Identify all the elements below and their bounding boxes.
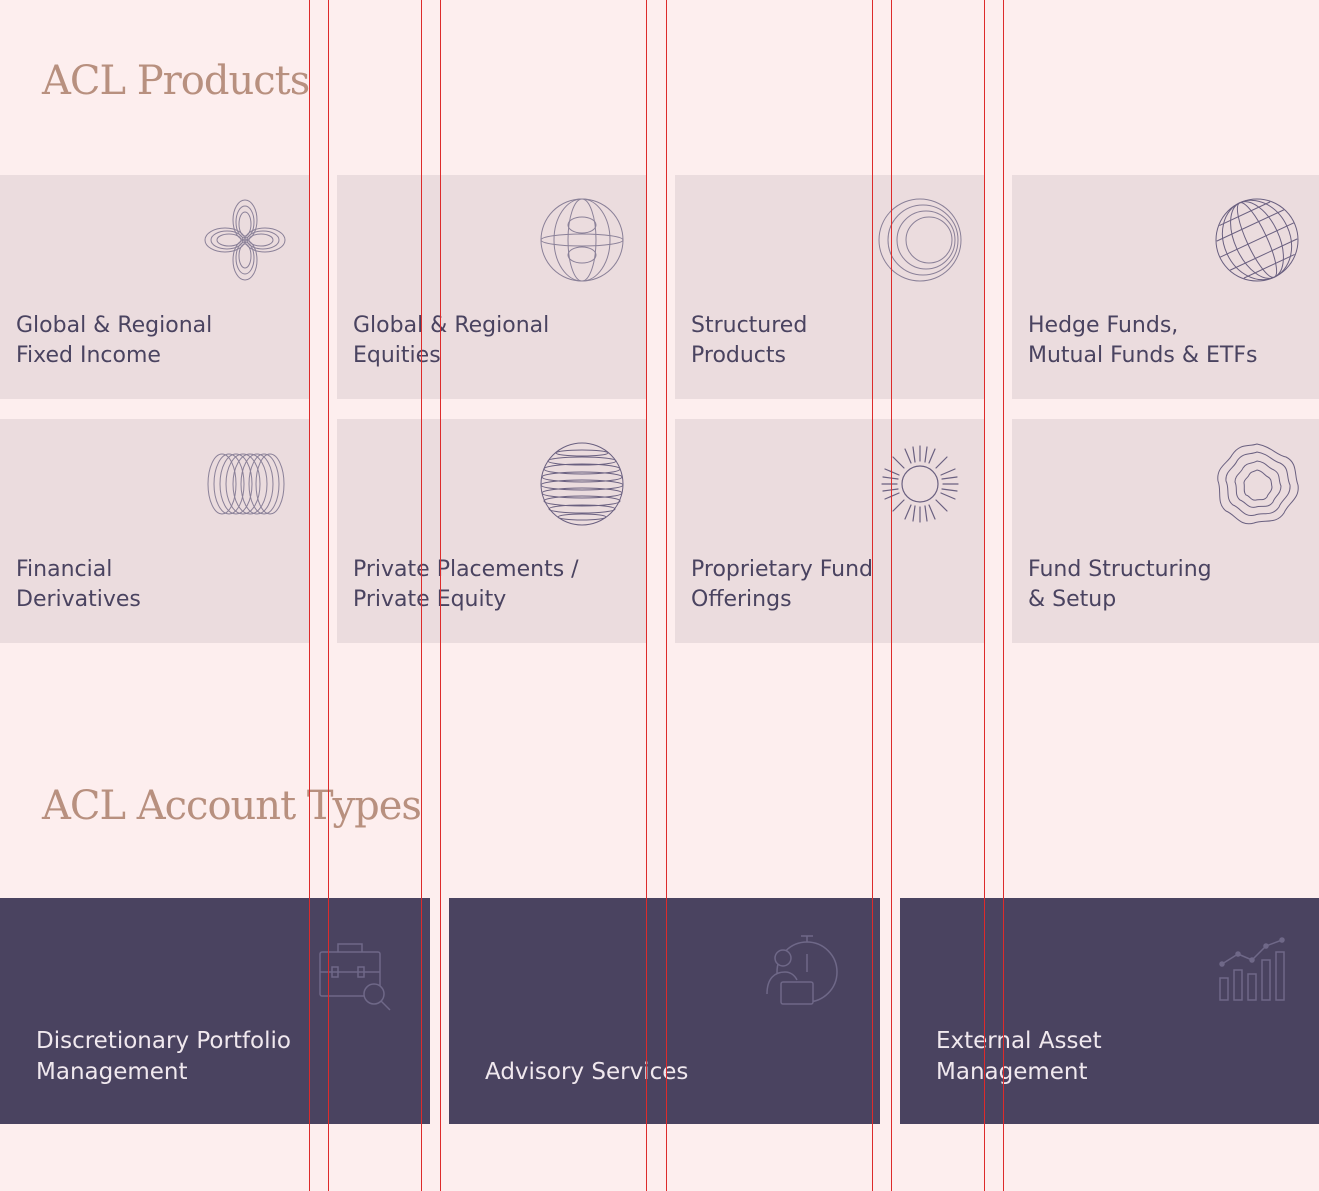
product-card-funds-etfs[interactable]: Hedge Funds, Mutual Funds & ETFs — [1012, 175, 1319, 399]
sunburst-icon — [877, 441, 963, 527]
crescent-icon — [877, 197, 963, 283]
product-card-fund-structuring[interactable]: Fund Structuring & Setup — [1012, 419, 1319, 643]
layout-guide-line — [646, 0, 647, 1191]
wavy-blob-icon — [1214, 441, 1300, 527]
account-types-heading: ACL Account Types — [42, 783, 422, 829]
product-label: Hedge Funds, Mutual Funds & ETFs — [1028, 313, 1258, 368]
product-label: Financial Derivatives — [16, 557, 141, 612]
layout-guide-line — [891, 0, 892, 1191]
account-type-label: External Asset Management — [936, 1028, 1102, 1085]
product-label: Structured Products — [691, 313, 808, 368]
account-type-label: Discretionary Portfolio Management — [36, 1028, 291, 1085]
layout-guide-line — [872, 0, 873, 1191]
product-label: Proprietary Fund Offerings — [691, 557, 874, 612]
briefcase-search-icon — [316, 932, 396, 1012]
products-heading: ACL Products — [42, 58, 310, 104]
product-label: Private Placements / Private Equity — [353, 557, 579, 612]
layout-guide-line — [1003, 0, 1004, 1191]
account-card-external-asset[interactable]: External Asset Management — [900, 898, 1319, 1124]
account-card-discretionary[interactable]: Discretionary Portfolio Management — [0, 898, 430, 1124]
product-card-fixed-income[interactable]: Global & Regional Fixed Income — [0, 175, 310, 399]
clover-icon — [202, 197, 288, 283]
globe-icon — [1214, 197, 1300, 283]
ring-coil-icon — [202, 441, 288, 527]
product-card-equities[interactable]: Global & Regional Equities — [337, 175, 647, 399]
product-label: Global & Regional Fixed Income — [16, 313, 213, 368]
layout-guide-line — [666, 0, 667, 1191]
account-type-label: Advisory Services — [485, 1059, 689, 1085]
bar-chart-trend-icon — [1216, 932, 1296, 1012]
product-card-private-equity[interactable]: Private Placements / Private Equity — [337, 419, 647, 643]
product-label: Global & Regional Equities — [353, 313, 550, 368]
product-card-derivatives[interactable]: Financial Derivatives — [0, 419, 310, 643]
layout-guide-line — [309, 0, 310, 1191]
striped-sphere-icon — [539, 441, 625, 527]
product-card-proprietary-funds[interactable]: Proprietary Fund Offerings — [675, 419, 985, 643]
layout-guide-line — [984, 0, 985, 1191]
layout-guide-line — [440, 0, 441, 1191]
layout-guide-line — [328, 0, 329, 1191]
sphere-icon — [539, 197, 625, 283]
product-card-structured-products[interactable]: Structured Products — [675, 175, 985, 399]
product-label: Fund Structuring & Setup — [1028, 557, 1212, 612]
layout-guide-line — [421, 0, 422, 1191]
advisor-stopwatch-icon — [763, 932, 843, 1012]
account-card-advisory[interactable]: Advisory Services — [449, 898, 880, 1124]
